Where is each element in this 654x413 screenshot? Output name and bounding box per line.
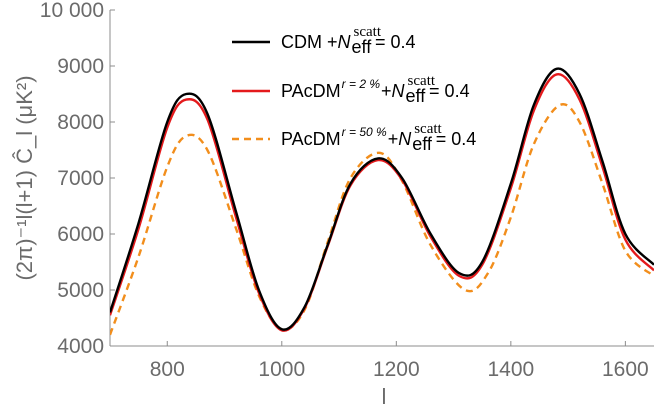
legend-n: N (392, 81, 406, 101)
y-tick-label: 7000 (57, 167, 104, 190)
series-curves (110, 67, 654, 336)
x-tick-label: 1600 (602, 358, 649, 381)
legend-label: PAcDM (281, 81, 341, 101)
legend-superscript: r = 2 % (342, 77, 381, 91)
legend-n: N (338, 32, 352, 52)
legend-value: = 0.4 (375, 32, 416, 52)
y-tick-label: 6000 (57, 223, 104, 246)
legend-subscript: eff (352, 37, 373, 57)
x-tick-label: 1200 (373, 358, 420, 381)
series-line (110, 73, 654, 332)
legend-label: PAcDM (281, 129, 341, 149)
legend-n: N (398, 129, 412, 149)
legend-plus: + (388, 129, 399, 149)
x-tick-label: 1400 (487, 358, 534, 381)
x-tick-label: 1000 (258, 358, 305, 381)
x-tick-label: 800 (150, 358, 185, 381)
y-tick-label: 10 000 (40, 0, 104, 22)
legend-subscript: eff (412, 134, 433, 154)
legend-superscript-scatt: scatt (354, 24, 382, 40)
series-line (110, 103, 654, 336)
x-axis-label: l (382, 384, 387, 409)
y-tick-label: 8000 (57, 111, 104, 134)
y-tick-label: 5000 (57, 279, 104, 302)
y-tick-label: 4000 (57, 335, 104, 358)
legend-value: = 0.4 (429, 81, 470, 101)
series-line (110, 67, 654, 331)
legend-label: CDM + (281, 32, 338, 52)
legend-superscript-scatt: scatt (414, 121, 442, 137)
legend-superscript: r = 50 % (342, 125, 387, 139)
legend-plus: + (381, 81, 392, 101)
y-axis-label: (2π)⁻¹l(l+1) Ĉ_l (μK²) (12, 75, 37, 280)
legend-subscript: eff (406, 86, 427, 106)
axis-ticks: 800 1000 1200 1400 1600 4000 5000 6000 7000 8000 9… (40, 0, 649, 381)
legend-value: = 0.4 (436, 129, 477, 149)
legend-superscript-scatt: scatt (408, 73, 436, 89)
y-tick-label: 9000 (57, 55, 104, 78)
